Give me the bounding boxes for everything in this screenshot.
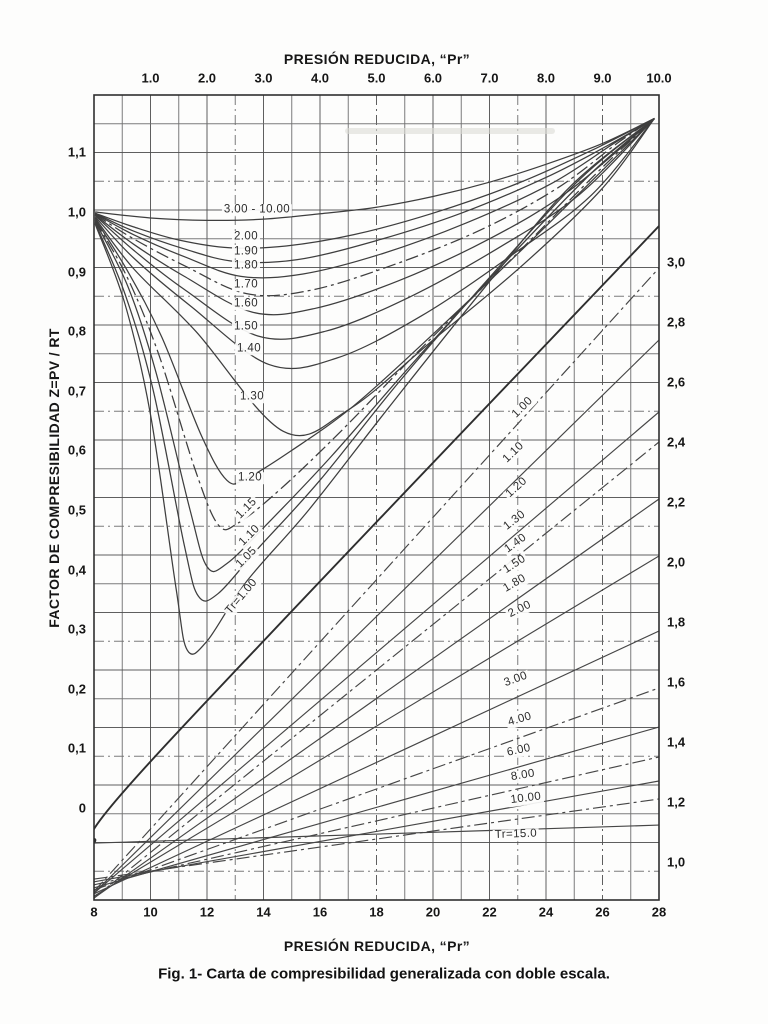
curve-high-pressure-Tr-3.00: [94, 687, 659, 891]
left-axis-tick-label: 0,9: [67, 264, 86, 280]
right-axis-tick-label: 2,6: [667, 374, 686, 390]
curve-low-pressure-Tr-1.80: [94, 117, 655, 279]
right-axis-tick-label: 1,0: [667, 854, 686, 870]
curve-high-pressure-Tr-1.10: [94, 267, 659, 892]
top-axis-tick-label: 9.0: [593, 70, 612, 86]
isotherm-label-Tr-1.70: 1.70: [232, 278, 260, 291]
bottom-axis-tick-label: 14: [256, 904, 271, 920]
right-axis-tick-label: 1,4: [667, 734, 686, 750]
left-axis-tick-label: 0,4: [67, 562, 86, 578]
isotherm-label-Tr-1.50: 1.50: [232, 320, 260, 333]
left-axis-title: FACTOR DE COMPRESIBILIDAD Z=PV / RT: [46, 328, 62, 628]
top-axis-tick-label: 2.0: [197, 70, 217, 86]
bottom-axis-tick-label: 16: [312, 904, 328, 920]
top-axis-tick-label: 8.0: [536, 70, 556, 86]
right-axis-tick-label: 2,2: [667, 494, 686, 510]
figure-caption: Fig. 1- Carta de compresibilidad general…: [158, 965, 610, 983]
grid: [93, 94, 660, 901]
isotherm-label-Tr-1.60: 1.60: [232, 297, 260, 310]
left-axis-tick-label: 0,2: [67, 681, 86, 697]
left-axis-tick-label: 0,8: [67, 323, 86, 339]
curve-low-pressure-Tr-1.40: [94, 118, 655, 370]
isotherm-curves: [94, 117, 659, 899]
bottom-axis-tick-label: 22: [482, 904, 497, 920]
left-axis-tick-label: 0,3: [67, 621, 86, 637]
curve-high-pressure-Tr-1.00: [94, 225, 659, 844]
bottom-axis-tick-label: 26: [595, 904, 610, 920]
isotherm-label-Tr-1.30: 1.30: [238, 390, 266, 403]
right-axis-tick-label: 3,0: [667, 254, 686, 270]
left-axis-tick-label: 0,6: [67, 442, 86, 458]
scan-artifact: [345, 128, 555, 134]
curve-low-pressure-Tr-1.90: [94, 117, 655, 264]
isotherm-label-Tr-15.0: Tr=15.0: [492, 828, 540, 842]
curve-low-pressure-Tr-1.10: [94, 117, 655, 573]
right-axis-tick-label: 1,6: [667, 674, 686, 690]
curve-high-pressure-Tr-8.00: [94, 780, 659, 883]
curve-high-pressure-Tr-6.00: [94, 756, 659, 886]
curve-low-pressure-Tr-1.20: [94, 117, 655, 485]
top-axis-tick-label: 7.0: [480, 70, 499, 86]
bottom-axis-tick-label: 18: [369, 904, 384, 920]
top-axis-tick-label: 4.0: [310, 70, 330, 86]
bottom-axis-tick-label: 12: [199, 904, 215, 920]
curve-high-pressure-Tr-15.0: [94, 824, 659, 844]
curve-high-pressure-Tr-10.00: [94, 798, 659, 880]
bottom-axis-tick-label: 28: [651, 904, 667, 920]
curve-high-pressure-Tr-1.20: [94, 339, 659, 894]
isotherm-label-Tr-1.90: 1.90: [232, 245, 260, 258]
isotherm-label-Tr-3.00-10.00: 3.00 - 10.00: [221, 203, 293, 216]
left-axis-tick-label: 0,5: [67, 502, 86, 518]
curve-high-pressure-Tr-2.00: [94, 630, 659, 895]
right-axis-tick-label: 2,8: [667, 314, 686, 330]
curve-low-pressure-Tr-2.00: [94, 117, 655, 249]
bottom-axis-tick-label: 8: [90, 904, 98, 920]
curve-low-pressure-Tr-1.50: [94, 117, 655, 340]
curve-low-pressure-Tr-1.70: [94, 117, 655, 297]
top-axis-tick-label: 3.0: [254, 70, 273, 86]
curve-high-pressure-Tr-1.30: [94, 411, 659, 894]
curve-low-pressure-Tr-3.00-10.00: [95, 117, 655, 222]
bottom-axis-tick-label: 20: [425, 904, 441, 920]
top-axis-tick-label: 10.0: [646, 70, 672, 86]
top-axis-tick-label: 6.0: [423, 70, 443, 86]
right-axis-tick-label: 2,0: [667, 554, 686, 570]
top-axis-tick-label: 1.0: [141, 70, 160, 86]
isotherm-label-Tr-1.20: 1.20: [236, 471, 264, 484]
right-axis-tick-label: 2,4: [667, 434, 686, 450]
curve-low-pressure-Tr-1.15: [94, 117, 655, 531]
left-axis-tick-label: 0,1: [67, 740, 86, 756]
isotherm-label-Tr-1.80: 1.80: [232, 259, 260, 272]
top-axis-title: PRESIÓN REDUCIDA, “Pr”: [283, 51, 471, 67]
right-axis-tick-label: 1,2: [667, 794, 686, 810]
curve-high-pressure-Tr-1.50: [94, 498, 659, 899]
left-axis-tick-label: 1,0: [67, 204, 86, 220]
curve-high-pressure-Tr-1.40: [94, 441, 659, 899]
left-axis-tick-label: 0,7: [67, 383, 86, 399]
left-axis-tick-label: 0: [78, 800, 86, 816]
bottom-axis-title: PRESIÓN REDUCIDA, “Pr”: [283, 938, 471, 954]
isotherm-label-Tr-2.00: 2.00: [232, 230, 260, 243]
bottom-axis-tick-label: 24: [538, 904, 554, 920]
isotherm-label-Tr-1.40: 1.40: [235, 342, 263, 355]
curve-high-pressure-Tr-1.80: [94, 555, 659, 897]
curve-high-pressure-Tr-4.00: [94, 726, 659, 889]
left-axis-tick-label: 1,1: [67, 144, 86, 160]
bottom-axis-tick-label: 10: [143, 904, 158, 920]
plot-border: [93, 94, 660, 901]
top-axis-tick-label: 5.0: [367, 70, 386, 86]
right-axis-tick-label: 1,8: [667, 614, 686, 630]
